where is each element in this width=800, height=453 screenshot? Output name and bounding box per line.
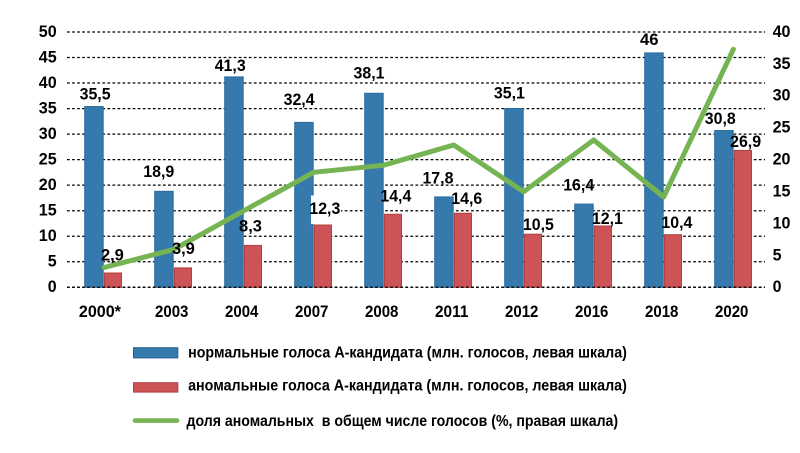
- svg-text:5: 5: [773, 245, 782, 264]
- svg-text:2008: 2008: [365, 302, 398, 321]
- svg-text:38,1: 38,1: [354, 63, 385, 82]
- svg-text:20: 20: [773, 150, 791, 169]
- svg-text:2016: 2016: [575, 302, 608, 321]
- svg-text:доля аномальных в общем числе: доля аномальных в общем числе голосов (%…: [187, 413, 619, 430]
- svg-text:35: 35: [773, 54, 791, 73]
- svg-text:26,9: 26,9: [730, 132, 761, 151]
- svg-text:2003: 2003: [155, 302, 188, 321]
- svg-text:2007: 2007: [295, 302, 328, 321]
- svg-text:0: 0: [48, 277, 57, 296]
- svg-text:10: 10: [773, 213, 791, 232]
- svg-text:50: 50: [39, 22, 57, 41]
- svg-text:10: 10: [39, 226, 57, 245]
- svg-text:15: 15: [39, 201, 57, 220]
- svg-text:30: 30: [39, 124, 57, 143]
- svg-text:30,8: 30,8: [705, 109, 736, 128]
- svg-text:3,9: 3,9: [172, 239, 195, 258]
- svg-text:12,1: 12,1: [592, 209, 623, 228]
- svg-text:2020: 2020: [715, 302, 748, 321]
- svg-text:2,9: 2,9: [101, 246, 124, 265]
- svg-text:8,3: 8,3: [239, 217, 262, 236]
- svg-text:30: 30: [773, 86, 791, 105]
- svg-text:нормальные голоса А-кандидата: нормальные голоса А-кандидата (млн. голо…: [188, 345, 627, 362]
- svg-text:аномальные голоса А-кандидата: аномальные голоса А-кандидата (млн. голо…: [188, 378, 627, 395]
- svg-text:35: 35: [39, 98, 57, 117]
- svg-text:2004: 2004: [225, 302, 259, 321]
- svg-text:14,6: 14,6: [451, 189, 482, 208]
- svg-text:20: 20: [39, 175, 57, 194]
- svg-text:46: 46: [640, 30, 659, 49]
- svg-text:17,8: 17,8: [422, 169, 453, 188]
- svg-text:25: 25: [773, 118, 791, 137]
- svg-text:40: 40: [39, 73, 57, 92]
- svg-text:2018: 2018: [645, 302, 678, 321]
- svg-text:2011: 2011: [435, 302, 468, 321]
- svg-text:45: 45: [39, 47, 57, 66]
- svg-text:2000*: 2000*: [79, 302, 121, 321]
- svg-text:41,3: 41,3: [215, 56, 246, 75]
- svg-text:18,9: 18,9: [143, 162, 174, 181]
- svg-text:12,3: 12,3: [309, 199, 340, 218]
- svg-text:10,4: 10,4: [661, 213, 693, 232]
- svg-text:35,1: 35,1: [494, 84, 525, 103]
- svg-text:0: 0: [773, 277, 782, 296]
- svg-text:40: 40: [773, 22, 791, 41]
- svg-text:25: 25: [39, 150, 57, 169]
- svg-text:10,5: 10,5: [523, 215, 554, 234]
- svg-text:32,4: 32,4: [284, 90, 316, 109]
- svg-text:14,4: 14,4: [380, 186, 412, 205]
- svg-text:35,5: 35,5: [80, 84, 111, 103]
- svg-text:5: 5: [48, 252, 57, 271]
- svg-text:2012: 2012: [505, 302, 538, 321]
- svg-text:16,4: 16,4: [563, 175, 595, 194]
- svg-text:15: 15: [773, 181, 791, 200]
